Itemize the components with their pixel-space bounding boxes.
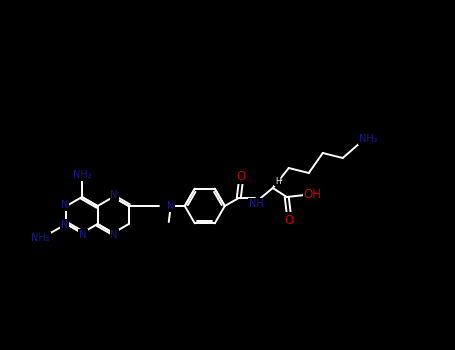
- Text: N: N: [79, 230, 87, 240]
- Text: NH₂: NH₂: [359, 134, 378, 144]
- Text: O: O: [284, 214, 293, 226]
- Text: H: H: [275, 176, 281, 186]
- Text: O: O: [236, 169, 245, 182]
- Text: N: N: [167, 201, 174, 211]
- Text: NH₂: NH₂: [73, 170, 91, 180]
- Text: N: N: [61, 220, 68, 230]
- Text: N: N: [61, 200, 68, 210]
- Text: N: N: [111, 190, 118, 200]
- Text: OH: OH: [304, 188, 322, 201]
- Text: N: N: [111, 230, 118, 240]
- Text: NH₂: NH₂: [31, 233, 50, 243]
- Text: NH: NH: [249, 199, 264, 209]
